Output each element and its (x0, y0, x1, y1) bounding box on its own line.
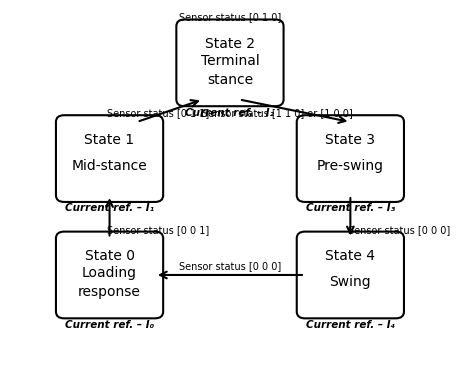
Text: State 4: State 4 (325, 249, 375, 263)
Text: Terminal
stance: Terminal stance (201, 54, 259, 86)
FancyBboxPatch shape (56, 115, 163, 202)
FancyBboxPatch shape (297, 115, 404, 202)
Text: Swing: Swing (329, 275, 371, 290)
Text: Sensor status [0 0 1]: Sensor status [0 0 1] (107, 225, 210, 235)
Text: State 2: State 2 (205, 37, 255, 51)
Text: Mid-stance: Mid-stance (72, 159, 147, 173)
Text: Current ref. – I₃: Current ref. – I₃ (306, 203, 395, 213)
Text: Loading
response: Loading response (78, 266, 141, 299)
Text: Sensor status [0 1 0]: Sensor status [0 1 0] (179, 12, 281, 22)
Text: Sensor status [1 1 0] or [1 0 0]: Sensor status [1 1 0] or [1 0 0] (202, 108, 353, 118)
FancyBboxPatch shape (56, 232, 163, 319)
Text: Current ref. – I₂: Current ref. – I₂ (185, 108, 274, 118)
Text: State 3: State 3 (325, 133, 375, 147)
Text: Current ref. – I₁: Current ref. – I₁ (65, 203, 154, 213)
Text: Sensor status [0 0 0]: Sensor status [0 0 0] (179, 261, 281, 271)
Text: State 1: State 1 (84, 133, 135, 147)
FancyBboxPatch shape (176, 19, 283, 106)
Text: Current ref. – I₄: Current ref. – I₄ (306, 320, 395, 330)
Text: State 0: State 0 (84, 249, 135, 263)
Text: Current ref. – I₀: Current ref. – I₀ (65, 320, 154, 330)
Text: Sensor status [0 0 0]: Sensor status [0 0 0] (348, 225, 450, 235)
FancyBboxPatch shape (297, 232, 404, 319)
Text: Pre-swing: Pre-swing (317, 159, 384, 173)
Text: Sensor status [0 1 1]: Sensor status [0 1 1] (107, 108, 210, 118)
